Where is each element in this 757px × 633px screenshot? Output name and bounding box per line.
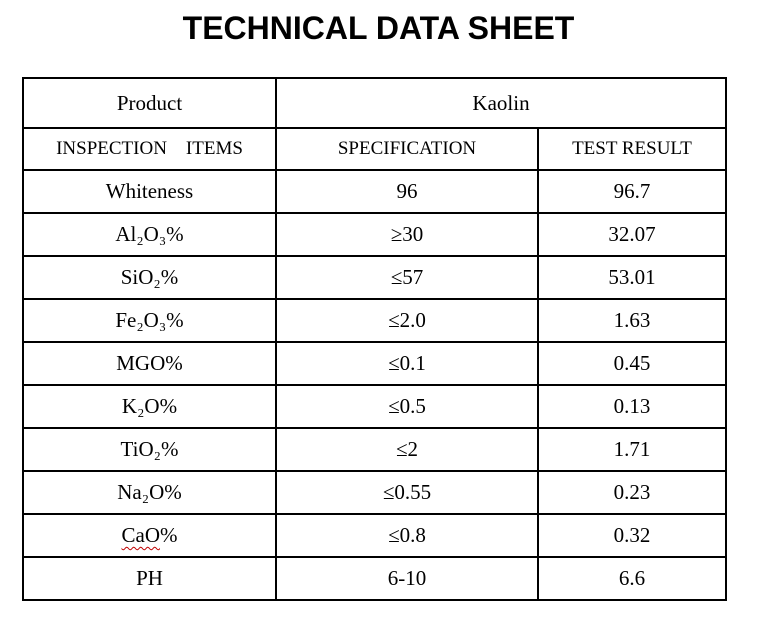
inspection-item-cell: Al₂O₃% <box>22 212 277 257</box>
specification-cell: ≤57 <box>275 255 539 300</box>
header-row: INSPECTION ITEMS SPECIFICATION TEST RESU… <box>22 127 727 171</box>
test-result-cell: 0.23 <box>537 470 727 515</box>
inspection-item-cell: MGO% <box>22 341 277 386</box>
table-row: K₂O% ≤0.5 0.13 <box>22 384 727 429</box>
inspection-item-cell: SiO₂% <box>22 255 277 300</box>
test-result-cell: 6.6 <box>537 556 727 601</box>
column-header-inspection-items: INSPECTION ITEMS <box>22 127 277 171</box>
test-result-cell: 0.13 <box>537 384 727 429</box>
inspection-item-cell: K₂O% <box>22 384 277 429</box>
table-row: MGO% ≤0.1 0.45 <box>22 341 727 386</box>
inspection-item-cell: Na₂O% <box>22 470 277 515</box>
inspection-item-cell: Fe₂O₃% <box>22 298 277 343</box>
misspelled-word: CaO <box>121 523 161 547</box>
table-row: Whiteness 96 96.7 <box>22 169 727 214</box>
product-label-cell: Product <box>22 77 277 129</box>
column-header-specification: SPECIFICATION <box>275 127 539 171</box>
table-row: Al₂O₃% ≥30 32.07 <box>22 212 727 257</box>
item-text-rest: % <box>160 523 178 547</box>
specification-cell: ≤0.1 <box>275 341 539 386</box>
table-body: Product Kaolin INSPECTION ITEMS SPECIFIC… <box>22 77 727 601</box>
specification-cell: ≤0.5 <box>275 384 539 429</box>
test-result-cell: 1.71 <box>537 427 727 472</box>
table-row: Fe₂O₃% ≤2.0 1.63 <box>22 298 727 343</box>
test-result-cell: 32.07 <box>537 212 727 257</box>
specification-cell: 6-10 <box>275 556 539 601</box>
table-row: CaO% ≤0.8 0.32 <box>22 513 727 558</box>
table-row: Na₂O% ≤0.55 0.23 <box>22 470 727 515</box>
column-header-test-result: TEST RESULT <box>537 127 727 171</box>
page-title: TECHNICAL DATA SHEET <box>182 10 575 46</box>
inspection-item-cell: PH <box>22 556 277 601</box>
test-result-cell: 0.32 <box>537 513 727 558</box>
test-result-cell: 96.7 <box>537 169 727 214</box>
table-row: PH 6-10 6.6 <box>22 556 727 601</box>
inspection-item-cell: CaO% <box>22 513 277 558</box>
test-result-cell: 1.63 <box>537 298 727 343</box>
technical-data-table: Product Kaolin INSPECTION ITEMS SPECIFIC… <box>22 77 727 601</box>
test-result-cell: 0.45 <box>537 341 727 386</box>
table-row: TiO₂% ≤2 1.71 <box>22 427 727 472</box>
specification-cell: ≥30 <box>275 212 539 257</box>
product-row: Product Kaolin <box>22 77 727 129</box>
inspection-item-cell: Whiteness <box>22 169 277 214</box>
specification-cell: 96 <box>275 169 539 214</box>
specification-cell: ≤2 <box>275 427 539 472</box>
page: TECHNICAL DATA SHEET Product Kaolin INSP… <box>22 10 727 601</box>
specification-cell: ≤2.0 <box>275 298 539 343</box>
product-value-cell: Kaolin <box>275 77 727 129</box>
table-row: SiO₂% ≤57 53.01 <box>22 255 727 300</box>
test-result-cell: 53.01 <box>537 255 727 300</box>
specification-cell: ≤0.55 <box>275 470 539 515</box>
inspection-item-cell: TiO₂% <box>22 427 277 472</box>
specification-cell: ≤0.8 <box>275 513 539 558</box>
